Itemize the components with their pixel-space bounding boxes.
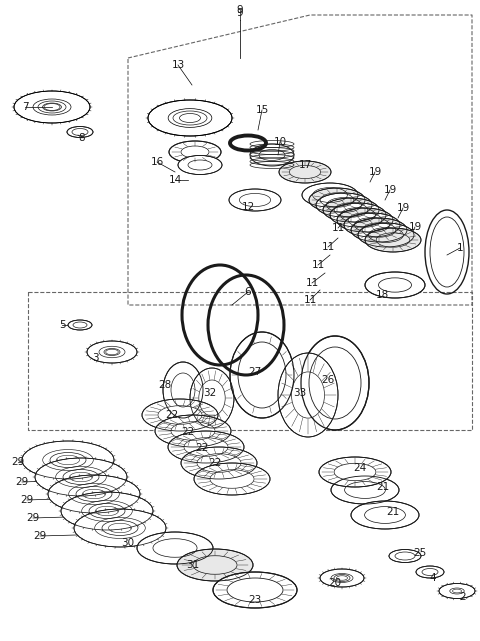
Text: 26: 26 [322, 375, 335, 385]
Text: 2: 2 [460, 592, 466, 602]
Ellipse shape [302, 183, 358, 207]
Text: 12: 12 [241, 202, 254, 212]
Text: 9: 9 [237, 5, 243, 15]
Text: 11: 11 [312, 260, 324, 270]
Ellipse shape [178, 156, 222, 174]
Ellipse shape [68, 320, 92, 330]
Ellipse shape [67, 126, 93, 138]
Ellipse shape [213, 572, 297, 608]
Ellipse shape [389, 549, 421, 563]
Ellipse shape [155, 415, 231, 447]
Text: 22: 22 [195, 443, 209, 453]
Ellipse shape [323, 198, 379, 222]
Ellipse shape [35, 458, 127, 496]
Text: 33: 33 [293, 388, 307, 398]
Text: 6: 6 [245, 287, 252, 297]
Ellipse shape [301, 336, 369, 430]
Text: 11: 11 [331, 223, 345, 233]
Text: 29: 29 [12, 457, 24, 467]
Text: 21: 21 [386, 507, 400, 517]
Text: 19: 19 [384, 185, 396, 195]
Ellipse shape [351, 501, 419, 529]
Ellipse shape [181, 447, 257, 479]
Text: 15: 15 [255, 105, 269, 115]
Ellipse shape [148, 100, 232, 136]
Text: 27: 27 [248, 367, 262, 377]
Ellipse shape [351, 218, 407, 242]
Ellipse shape [278, 353, 338, 437]
Text: 29: 29 [15, 477, 29, 487]
Ellipse shape [190, 368, 234, 428]
Text: 22: 22 [181, 427, 194, 437]
Text: 23: 23 [248, 595, 262, 605]
Text: 22: 22 [166, 410, 179, 420]
Ellipse shape [439, 583, 475, 599]
Text: 24: 24 [353, 463, 367, 473]
Text: 14: 14 [168, 175, 181, 185]
Text: 21: 21 [376, 482, 390, 492]
Ellipse shape [316, 193, 372, 217]
Ellipse shape [319, 457, 391, 487]
Text: 16: 16 [150, 157, 164, 167]
Ellipse shape [337, 208, 393, 232]
Text: 30: 30 [121, 538, 134, 548]
Text: 11: 11 [303, 295, 317, 305]
Ellipse shape [177, 549, 253, 581]
Ellipse shape [61, 492, 153, 530]
Text: 22: 22 [208, 458, 222, 468]
Ellipse shape [358, 223, 414, 247]
Ellipse shape [365, 228, 421, 252]
Text: 8: 8 [79, 133, 85, 143]
Ellipse shape [330, 203, 386, 227]
Text: 28: 28 [158, 380, 172, 390]
Ellipse shape [279, 161, 331, 183]
Text: 31: 31 [186, 560, 200, 570]
Text: 18: 18 [375, 290, 389, 300]
Ellipse shape [163, 362, 203, 418]
Text: 29: 29 [34, 531, 47, 541]
Text: 29: 29 [26, 513, 40, 523]
Ellipse shape [229, 189, 281, 211]
Text: 7: 7 [22, 102, 28, 112]
Ellipse shape [365, 272, 425, 298]
Ellipse shape [320, 569, 364, 587]
Text: 11: 11 [305, 278, 319, 288]
Ellipse shape [309, 188, 365, 212]
Ellipse shape [230, 332, 294, 418]
Text: 5: 5 [59, 320, 65, 330]
Ellipse shape [194, 463, 270, 495]
Text: 11: 11 [322, 242, 335, 252]
Ellipse shape [168, 431, 244, 463]
Text: 1: 1 [456, 243, 463, 253]
Text: 25: 25 [413, 548, 427, 558]
Text: 20: 20 [328, 578, 342, 588]
Text: 9: 9 [237, 8, 243, 18]
Text: 19: 19 [368, 167, 382, 177]
Ellipse shape [137, 532, 213, 564]
Ellipse shape [48, 475, 140, 513]
Text: 19: 19 [408, 222, 421, 232]
Ellipse shape [87, 341, 137, 363]
Text: 19: 19 [396, 203, 409, 213]
Ellipse shape [22, 441, 114, 479]
Text: 32: 32 [204, 388, 216, 398]
Ellipse shape [416, 566, 444, 578]
Text: 10: 10 [274, 137, 287, 147]
Ellipse shape [169, 141, 221, 163]
Ellipse shape [344, 213, 400, 237]
Text: 4: 4 [430, 573, 436, 583]
Ellipse shape [331, 476, 399, 504]
Ellipse shape [74, 509, 166, 547]
Ellipse shape [14, 91, 90, 123]
Ellipse shape [142, 399, 218, 431]
Text: 3: 3 [92, 353, 98, 363]
Text: 29: 29 [20, 495, 34, 505]
Text: 13: 13 [171, 60, 185, 70]
Text: 17: 17 [299, 160, 312, 170]
